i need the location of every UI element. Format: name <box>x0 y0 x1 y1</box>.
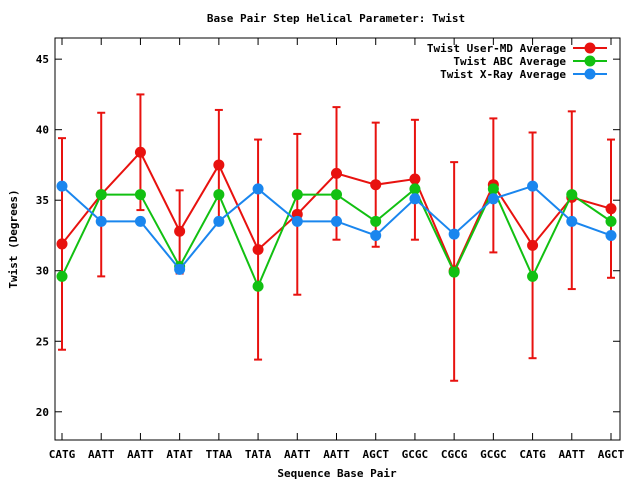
series-2-point <box>527 270 539 282</box>
x-tick-label: CATG <box>519 448 546 461</box>
x-tick-label: AATT <box>284 448 311 461</box>
legend-label: Twist ABC Average <box>453 55 566 68</box>
series-1-point <box>213 159 225 171</box>
series-3-point <box>56 180 68 192</box>
legend-marker <box>584 42 596 54</box>
series-2-point <box>95 189 107 201</box>
x-tick-label: AGCT <box>362 448 389 461</box>
series-2-point <box>331 189 342 201</box>
y-tick-label: 30 <box>36 265 49 278</box>
series-2-point <box>291 189 303 201</box>
x-tick-label: AATT <box>127 448 154 461</box>
series-2-point <box>605 215 617 227</box>
series-2-point <box>56 270 68 282</box>
x-tick-label: TATA <box>245 448 272 461</box>
series-1-point <box>527 239 539 251</box>
series-1-point <box>409 173 421 185</box>
legend-label: Twist User-MD Average <box>427 42 566 55</box>
series-1-point <box>605 203 617 215</box>
plot-frame <box>54 37 621 441</box>
series-3-point <box>291 215 303 227</box>
series-1-point <box>252 244 264 256</box>
series-3-point <box>213 215 225 227</box>
series-2-point <box>134 189 146 201</box>
series-3-point <box>409 193 421 205</box>
x-tick-label: GCGC <box>480 448 507 461</box>
chart-title: Base Pair Step Helical Parameter: Twist <box>207 12 465 25</box>
y-tick-label: 25 <box>36 335 49 348</box>
series-3-point <box>95 215 107 227</box>
series-2-point <box>487 183 499 195</box>
y-tick-label: 45 <box>36 53 49 66</box>
series-3-point <box>566 215 578 227</box>
plot-area: 20 25 30 35 40 45 CATG AATT AATT ATAT TTAA TATA AATT… <box>36 37 625 461</box>
x-axis-label: Sequence Base Pair <box>277 467 397 480</box>
series-1-point <box>174 225 186 237</box>
legend-label: Twist X-Ray Average <box>440 68 566 81</box>
legend-marker <box>584 55 596 67</box>
x-tick-label: TTAA <box>206 448 233 461</box>
y-tick-label: 40 <box>36 124 49 137</box>
y-axis-label: Twist (Degrees) <box>7 189 20 288</box>
series-3-point <box>527 180 539 192</box>
series-3-point <box>331 215 342 227</box>
x-tick-label: AGCT <box>598 448 625 461</box>
legend-marker <box>584 68 596 80</box>
x-tick-label: CATG <box>49 448 76 461</box>
series-2-point <box>370 215 382 227</box>
series-3-point <box>134 215 146 227</box>
y-tick-label: 35 <box>36 194 49 207</box>
series-3-point <box>370 229 382 241</box>
series-1-point <box>56 238 68 250</box>
series-1-point <box>370 179 382 191</box>
series-2-point <box>448 266 460 278</box>
series-3-point <box>605 229 617 241</box>
x-tick-label: AATT <box>559 448 586 461</box>
series-3-point <box>174 263 186 275</box>
series-1-point <box>134 146 146 158</box>
series-3-point <box>448 228 460 240</box>
series-2-point <box>409 183 421 195</box>
x-tick-label: GCGC <box>402 448 429 461</box>
series-2-point <box>213 189 225 201</box>
series-2-point <box>252 280 264 292</box>
series-3-point <box>487 193 499 205</box>
x-tick-label: AATT <box>88 448 115 461</box>
series-1-point <box>331 167 342 179</box>
x-tick-label: CGCG <box>441 448 468 461</box>
series-2-point <box>566 189 578 201</box>
series-3-point <box>252 183 264 195</box>
x-tick-label: ATAT <box>166 448 193 461</box>
y-tick-label: 20 <box>36 406 49 419</box>
x-tick-label: AATT <box>323 448 350 461</box>
